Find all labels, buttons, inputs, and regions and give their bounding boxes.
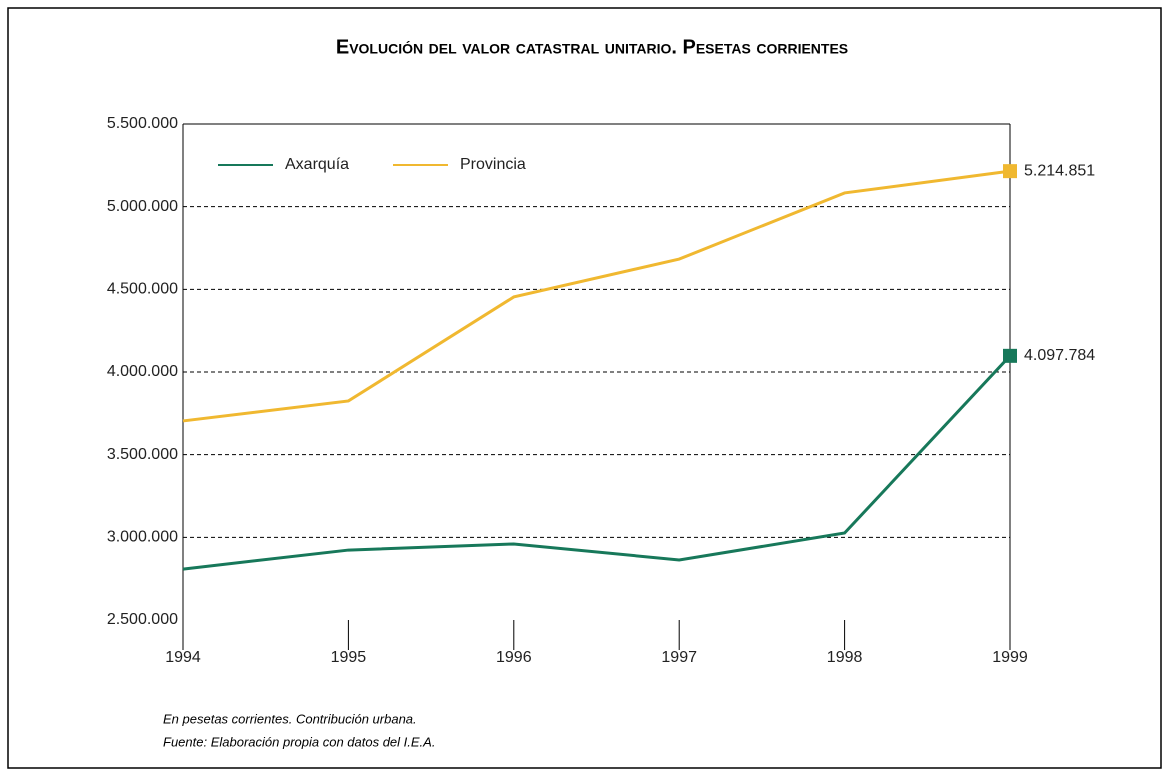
- note: En pesetas corrientes. Contribución urba…: [163, 711, 417, 726]
- x-tick-label: 1998: [827, 649, 863, 666]
- y-tick-label: 3.000.000: [107, 529, 178, 546]
- frame: [7, 7, 1162, 769]
- legend-label: Axarquía: [285, 156, 349, 173]
- point-marker: [1003, 348, 1017, 363]
- x-tick-label: 1994: [165, 649, 201, 666]
- y-tick-label: 4.000.000: [107, 363, 178, 380]
- y-tick-label: 2.500.000: [107, 611, 178, 628]
- series-line: [182, 354, 1012, 571]
- y-tick-label: 5.500.000: [107, 115, 178, 132]
- legend-label: Provincia: [460, 156, 526, 173]
- series-line: [182, 169, 1011, 423]
- x-tick-label: 1997: [661, 649, 697, 666]
- chart-title: Evolución del valor catastral unitario. …: [336, 36, 848, 58]
- x-tick-label: 1995: [331, 649, 367, 666]
- x-tick-label: 1996: [496, 649, 532, 666]
- data-label: 4.097.784: [1024, 347, 1095, 364]
- y-tick-label: 5.000.000: [107, 198, 178, 215]
- y-tick-label: 4.500.000: [107, 281, 178, 298]
- data-label: 5.214.851: [1024, 162, 1095, 179]
- point-marker: [1003, 164, 1017, 179]
- y-tick-label: 3.500.000: [107, 446, 178, 463]
- note: Fuente: Elaboración propia con datos del…: [163, 734, 435, 749]
- x-tick-label: 1999: [992, 649, 1028, 666]
